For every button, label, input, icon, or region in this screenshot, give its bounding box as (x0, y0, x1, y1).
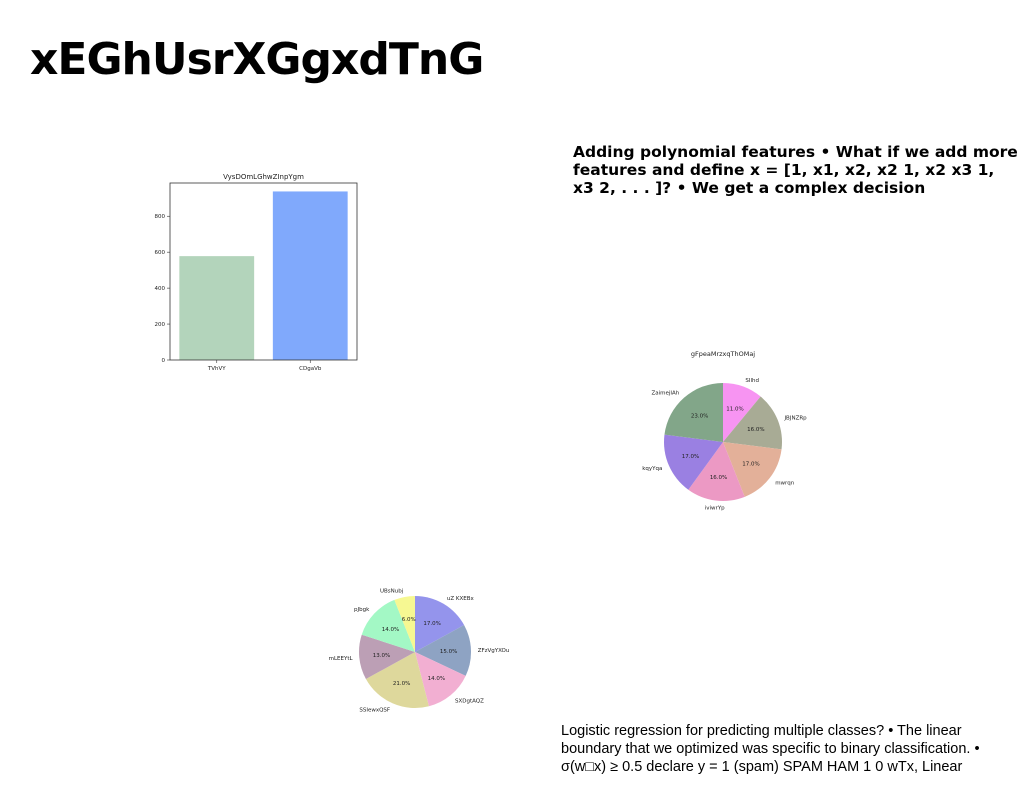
slice-label: JBJNZRp (783, 416, 807, 422)
slice-label: uZ KXEBx (447, 596, 475, 602)
slice-label: pJbgk (354, 607, 370, 613)
slice-pct-label: 15.0% (440, 649, 457, 655)
bullet-text: Adding polynomial features • What if we … (573, 143, 1018, 197)
x-tick-label: CDgaVb (299, 366, 322, 372)
slice-pct-label: 16.0% (710, 475, 727, 481)
pie-slice (415, 625, 471, 676)
plot-frame (169, 182, 358, 361)
pie-slice (723, 396, 782, 450)
slice-pct-label: 16.0% (747, 427, 764, 433)
slice-pct-label: 11.0% (726, 407, 743, 413)
pie-slice (664, 383, 723, 442)
slice-label: ZFzVgYXOu (478, 648, 510, 654)
x-tick-label: TVhVY (207, 366, 226, 372)
slice-label: SXDgtAQZ (455, 698, 484, 704)
slice-pct-label: 23.0% (691, 413, 708, 419)
footer-text: Logistic regression for predicting multi… (561, 723, 980, 775)
pie-slice (415, 652, 466, 707)
slice-pct-label: 14.0% (382, 627, 399, 633)
chart-title: gFpeaMrzxqThOMaj (691, 350, 755, 358)
y-tick-label: 800 (155, 214, 166, 220)
pie-slice (365, 652, 429, 708)
bar (179, 256, 255, 360)
pie-chart-1: gFpeaMrzxqThOMaj 11.0% SIlhd 16.0% JBJNZRp 17… (642, 350, 807, 512)
slice-label: UBsNubj (380, 588, 404, 594)
y-tick-label: 600 (155, 250, 166, 256)
slice-pct-label: 6.0% (402, 617, 416, 623)
slice-label: SIlhd (745, 378, 759, 384)
pie-slice (394, 596, 415, 652)
slice-label: mLEEYtL (329, 656, 354, 662)
chart-title: VysDOmLGhwZInpYgm (223, 173, 304, 181)
slice-label: iviwrYp (705, 506, 725, 512)
pie-slice (415, 596, 465, 652)
pie-slice (723, 442, 782, 497)
y-tick-label: 400 (155, 286, 166, 292)
bar-chart: VysDOmLGhwZInpYgm 0 200 400 600 800 TVhVY CDgaV… (155, 173, 358, 372)
pie-chart-2: 17.0% uZ KXEBx 15.0% ZFzVgYXOu 14.0% SXDgtAQZ… (329, 588, 510, 714)
slice-pct-label: 13.0% (373, 653, 390, 659)
page-title: xEGhUsrXGgxdTnG (30, 34, 484, 85)
bar (272, 191, 348, 360)
y-tick-label: 0 (162, 358, 166, 364)
pie-slice (664, 434, 723, 490)
slice-pct-label: 17.0% (742, 462, 759, 468)
pie-slice (359, 634, 415, 679)
slice-pct-label: 14.0% (428, 676, 445, 682)
slice-pct-label: 17.0% (423, 621, 440, 627)
slice-label: ZaimejIAh (651, 390, 679, 396)
slice-label: SSIewxQSF (359, 708, 390, 714)
slice-pct-label: 21.0% (393, 681, 410, 687)
slice-pct-label: 17.0% (682, 454, 699, 460)
pie-slice (688, 442, 745, 501)
pie-slice (723, 383, 761, 442)
slice-label: mwrqn (775, 481, 795, 487)
pie-slice (361, 599, 415, 652)
slice-label: kqyYqa (642, 466, 662, 472)
y-tick-label: 200 (155, 322, 166, 328)
